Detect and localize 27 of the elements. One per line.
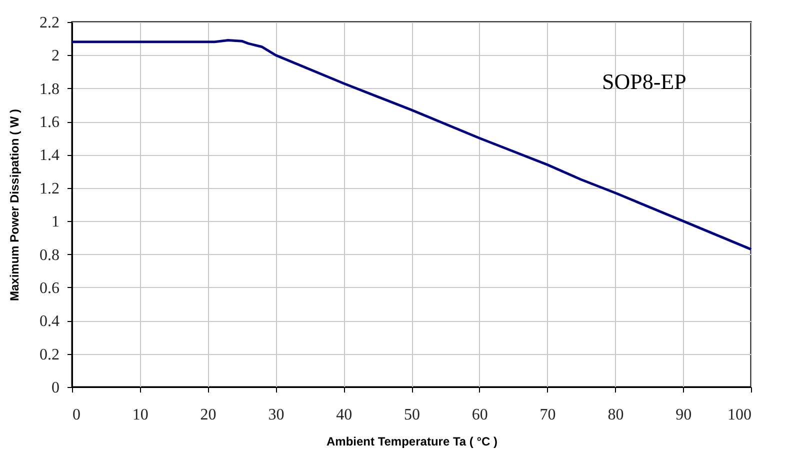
line-series [70, 39, 752, 251]
x-axis-title: Ambient Temperature Ta ( °C ) [326, 434, 498, 448]
x-tick-label: 50 [404, 406, 420, 424]
x-tick-label: 40 [336, 406, 352, 424]
y-tick-label: 0.2 [40, 346, 60, 364]
y-tick-label: 1 [52, 214, 60, 231]
y-tick-label: 0.6 [40, 280, 60, 297]
y-tick-label: 1.6 [40, 114, 60, 132]
x-tick-label: 90 [676, 406, 692, 424]
x-tick-label: 20 [200, 406, 216, 424]
x-tick-label: 100 [728, 406, 752, 424]
x-tick-label: 80 [608, 406, 624, 424]
y-tick-label: 2 [52, 48, 60, 65]
x-tick-label: 60 [472, 406, 488, 424]
y-tick-label: 1.8 [40, 80, 60, 98]
y-tick-label: 0 [52, 380, 60, 396]
annotation: SOP8-EP [602, 69, 686, 94]
x-tick-label: 70 [540, 406, 556, 424]
y-tick-label: 0.4 [40, 313, 60, 330]
y-axis-title: Maximum Power Dissipation ( W ) [8, 108, 22, 302]
y-tick-label: 1.2 [40, 180, 60, 198]
y-tick-label: 2.2 [40, 14, 60, 32]
x-tick-label: 10 [132, 406, 148, 424]
x-tick-label: 30 [268, 406, 284, 424]
y-tick-label: 0.8 [40, 246, 60, 264]
y-tick-label: 1.4 [40, 147, 60, 164]
x-tick-label: 0 [72, 406, 80, 424]
